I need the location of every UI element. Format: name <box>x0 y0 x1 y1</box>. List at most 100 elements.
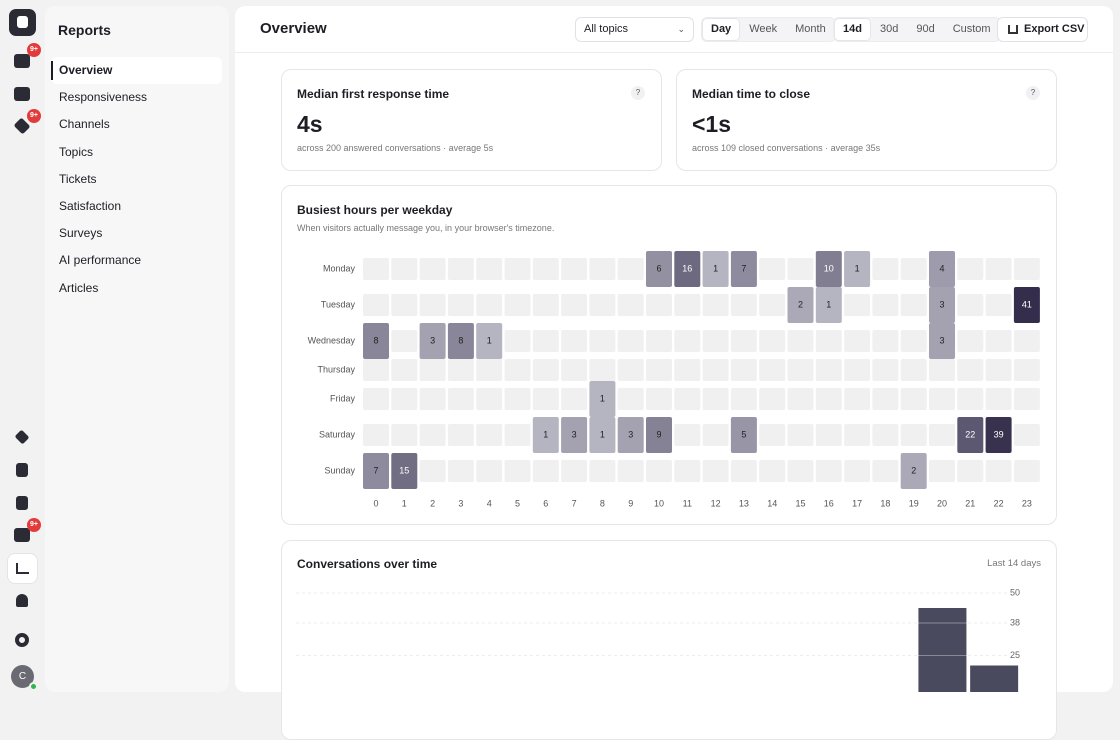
book-icon[interactable] <box>14 528 30 542</box>
empty-cell <box>787 388 814 410</box>
empty-cell <box>617 388 644 410</box>
empty-cell <box>617 460 644 482</box>
hour-label: 15 <box>795 498 805 508</box>
hour-label: 23 <box>1022 498 1032 508</box>
nav-item[interactable]: Satisfaction <box>59 199 122 213</box>
topic-select-label: All topics <box>584 23 629 35</box>
empty-cell <box>419 294 446 316</box>
nav-item[interactable]: Topics <box>59 144 94 159</box>
empty-cell <box>985 258 1012 280</box>
nav-item[interactable]: Tickets <box>59 171 97 186</box>
empty-cell <box>363 424 389 446</box>
cell-label: 1 <box>713 263 718 273</box>
export-button[interactable]: Export CSV <box>997 17 1088 42</box>
badge: 9+ <box>27 43 41 57</box>
empty-cell <box>872 359 899 381</box>
granularity-toggle: Day Week Month <box>701 17 836 42</box>
sidebar-title: Reports <box>58 22 111 38</box>
empty-cell <box>900 424 927 446</box>
logo[interactable] <box>9 9 36 36</box>
inbox-icon[interactable] <box>14 54 30 68</box>
help-icon[interactable]: ? <box>631 86 645 100</box>
heat-cell <box>589 417 616 453</box>
tasks-icon[interactable] <box>16 496 28 510</box>
empty-cell <box>532 294 559 316</box>
nav-item[interactable]: AI performance <box>59 253 142 268</box>
y-tick-label: 25 <box>1010 650 1020 660</box>
range-option[interactable]: 90d <box>916 23 935 35</box>
nav-item[interactable]: Channels <box>59 117 110 132</box>
board-icon[interactable] <box>14 87 30 101</box>
hour-label: 1 <box>402 498 407 508</box>
empty-cell <box>730 294 757 316</box>
range-option[interactable]: Custom <box>952 23 991 35</box>
empty-cell <box>476 424 503 446</box>
granularity-option[interactable]: Day <box>703 19 740 40</box>
empty-cell <box>589 460 616 482</box>
empty-cell <box>730 359 757 381</box>
nav-item[interactable]: Articles <box>59 280 99 295</box>
nav-active-bar <box>51 61 53 80</box>
metric-note: across 109 closed conversations · averag… <box>692 143 881 153</box>
help-icon[interactable]: ? <box>1026 86 1040 100</box>
empty-cell <box>759 424 786 446</box>
empty-cell <box>900 258 927 280</box>
nav-item[interactable]: Surveys <box>59 226 103 241</box>
empty-cell <box>1013 388 1040 410</box>
empty-cell <box>646 359 672 381</box>
empty-cell <box>532 330 559 352</box>
heat-cell <box>532 417 559 453</box>
empty-cell <box>787 424 814 446</box>
empty-cell <box>929 388 955 410</box>
topic-select[interactable]: All topics ⌄ <box>575 17 694 42</box>
nav-item[interactable]: Responsiveness <box>59 90 148 105</box>
empty-cell <box>900 359 927 381</box>
contacts-icon[interactable] <box>16 594 28 607</box>
page: 9+ 9+ 9+ C Reports Overview Responsivenes… <box>8 6 1113 740</box>
empty-cell <box>730 460 757 482</box>
day-label: Saturday <box>319 429 356 439</box>
cell-label: 39 <box>994 429 1004 439</box>
metric-note: across 200 answered conversations · aver… <box>297 143 494 153</box>
settings-icon[interactable] <box>15 633 29 647</box>
empty-cell <box>900 294 927 316</box>
empty-cell <box>363 388 389 410</box>
empty-cell <box>1013 424 1040 446</box>
heat-cell <box>815 287 842 323</box>
empty-cell <box>646 460 672 482</box>
heat-cell <box>787 287 814 323</box>
range-option[interactable]: 14d <box>835 19 870 40</box>
range-toggle: 14d 30d 90d Custom <box>833 17 1001 42</box>
bar-chart: 50 38 25 <box>296 587 1020 692</box>
nav-item[interactable]: Overview <box>59 63 113 77</box>
day-label: Tuesday <box>321 299 356 309</box>
empty-cell <box>589 258 616 280</box>
empty-cell <box>419 424 446 446</box>
heat-cell <box>674 251 701 287</box>
granularity-option[interactable]: Week <box>749 23 778 35</box>
empty-cell <box>447 388 474 410</box>
empty-cell <box>844 359 871 381</box>
range-option[interactable]: 30d <box>879 23 899 35</box>
granularity-option[interactable]: Month <box>795 23 826 35</box>
empty-cell <box>363 294 389 316</box>
cell-label: 7 <box>741 263 746 273</box>
cell-label: 5 <box>741 429 746 439</box>
empty-cell <box>419 258 446 280</box>
hour-label: 22 <box>994 498 1004 508</box>
flow-icon[interactable] <box>16 463 28 477</box>
heat-cell <box>391 453 418 489</box>
cell-label: 3 <box>572 429 577 439</box>
empty-cell <box>561 258 588 280</box>
empty-cell <box>702 460 729 482</box>
avatar[interactable]: C <box>11 665 34 688</box>
empty-cell <box>872 258 899 280</box>
empty-cell <box>504 359 531 381</box>
empty-cell <box>674 388 701 410</box>
empty-cell <box>447 359 474 381</box>
empty-cell <box>419 460 446 482</box>
metric-value: 4s <box>297 111 323 137</box>
reports-icon-active[interactable] <box>8 554 37 583</box>
hour-label: 5 <box>515 498 520 508</box>
empty-cell <box>872 388 899 410</box>
